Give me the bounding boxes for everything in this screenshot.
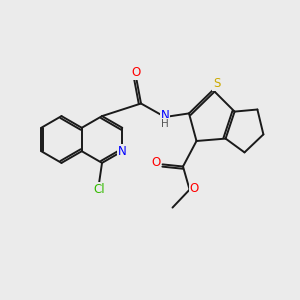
Text: N: N — [160, 109, 169, 122]
Text: O: O — [132, 66, 141, 80]
Text: H: H — [161, 119, 169, 129]
Text: O: O — [152, 156, 160, 170]
Text: Cl: Cl — [93, 183, 105, 196]
Text: O: O — [190, 182, 199, 195]
Text: S: S — [213, 77, 220, 90]
Text: N: N — [118, 145, 127, 158]
